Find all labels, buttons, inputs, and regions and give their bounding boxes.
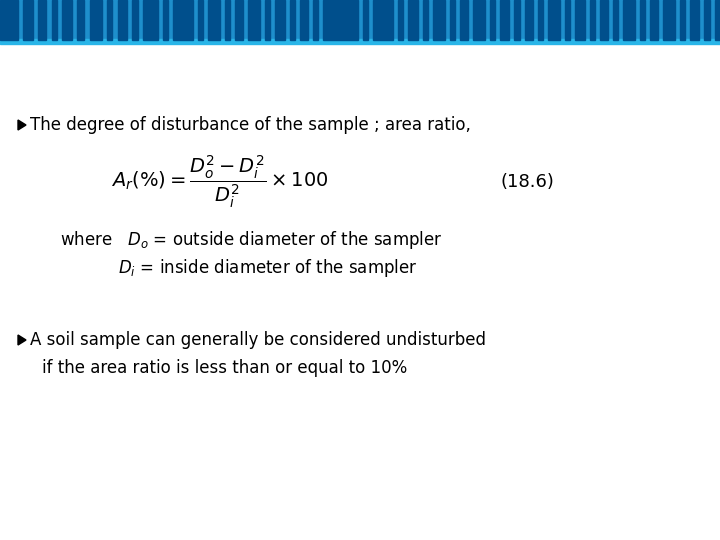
Bar: [0, 0, 18, 40]
Bar: [143, 0, 158, 40]
Bar: [52, 0, 57, 40]
Bar: [23, 0, 33, 40]
Bar: [514, 0, 520, 40]
Bar: [548, 0, 560, 40]
Bar: [590, 0, 595, 40]
Bar: [265, 0, 270, 40]
Bar: [538, 0, 543, 40]
Bar: [490, 0, 495, 40]
Bar: [235, 0, 243, 40]
Polygon shape: [18, 120, 26, 130]
Bar: [300, 0, 308, 40]
Bar: [450, 0, 455, 40]
Bar: [198, 0, 203, 40]
Bar: [433, 0, 445, 40]
Polygon shape: [18, 335, 26, 345]
Bar: [650, 0, 658, 40]
Bar: [275, 0, 285, 40]
Text: 18.4 Sample Disturbance: 18.4 Sample Disturbance: [22, 18, 377, 42]
Bar: [323, 0, 358, 40]
Bar: [163, 0, 168, 40]
Text: if the area ratio is less than or equal to 10%: if the area ratio is less than or equal …: [42, 359, 408, 377]
Bar: [173, 0, 193, 40]
Bar: [525, 0, 533, 40]
Bar: [373, 0, 393, 40]
Bar: [77, 0, 84, 40]
Bar: [408, 0, 418, 40]
Bar: [118, 0, 127, 40]
Bar: [62, 0, 72, 40]
Bar: [715, 0, 720, 40]
Bar: [38, 0, 46, 40]
Bar: [0, 39, 720, 44]
Bar: [363, 0, 368, 40]
Text: where   $D_o$ = outside diameter of the sampler: where $D_o$ = outside diameter of the sa…: [60, 229, 443, 251]
Text: $D_i$ = inside diameter of the sampler: $D_i$ = inside diameter of the sampler: [60, 257, 418, 279]
Bar: [313, 0, 318, 40]
Bar: [690, 0, 699, 40]
Bar: [600, 0, 608, 40]
Text: $A_r(\%) = \dfrac{D_o^2 - D_i^2}{D_i^2} \times 100$: $A_r(\%) = \dfrac{D_o^2 - D_i^2}{D_i^2} …: [112, 154, 329, 210]
Bar: [225, 0, 230, 40]
Text: A soil sample can generally be considered undisturbed: A soil sample can generally be considere…: [30, 331, 486, 349]
Bar: [623, 0, 635, 40]
Bar: [0, 0, 720, 40]
Bar: [248, 0, 260, 40]
Bar: [473, 0, 485, 40]
Bar: [640, 0, 645, 40]
Bar: [398, 0, 403, 40]
Bar: [460, 0, 468, 40]
Bar: [132, 0, 138, 40]
Bar: [500, 0, 509, 40]
Text: Soil Substructure: Soil Substructure: [455, 35, 577, 48]
Bar: [565, 0, 570, 40]
Text: (18.6): (18.6): [500, 173, 554, 191]
Text: 18.4 Sample Disturbance: 18.4 Sample Disturbance: [22, 11, 377, 35]
Bar: [107, 0, 112, 40]
Bar: [290, 0, 295, 40]
Bar: [680, 0, 685, 40]
Bar: [663, 0, 675, 40]
Bar: [423, 0, 428, 40]
Bar: [208, 0, 220, 40]
Bar: [90, 0, 102, 40]
Bar: [613, 0, 618, 40]
Text: The degree of disturbance of the sample ; area ratio,: The degree of disturbance of the sample …: [30, 116, 471, 134]
Bar: [704, 0, 710, 40]
Text: Interaction Lab.: Interaction Lab.: [550, 35, 652, 48]
Bar: [575, 0, 585, 40]
